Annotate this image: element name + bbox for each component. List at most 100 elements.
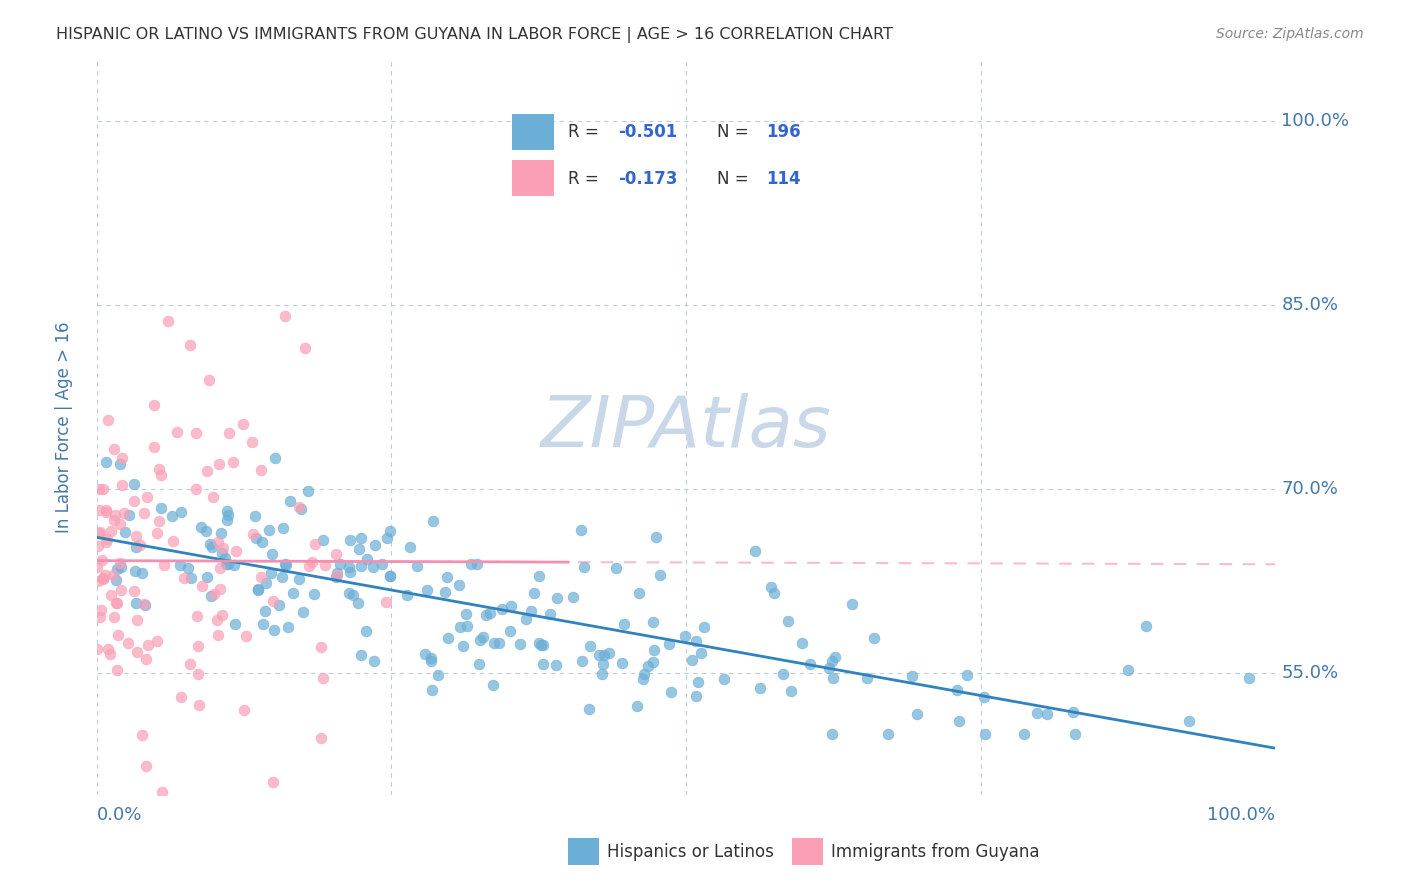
Point — [350, 531, 373, 545]
Point — [821, 655, 844, 669]
Point — [610, 656, 633, 670]
Point — [94, 503, 117, 517]
Point — [329, 557, 352, 571]
Point — [488, 636, 510, 650]
Point — [105, 562, 128, 576]
Point — [349, 648, 371, 662]
Point — [224, 558, 246, 572]
Point — [124, 564, 146, 578]
Point — [173, 571, 195, 585]
Point — [184, 426, 207, 441]
Point — [207, 534, 229, 549]
Point — [104, 508, 127, 522]
Point — [347, 541, 370, 556]
Point — [91, 572, 114, 586]
Point — [252, 616, 274, 631]
Point — [257, 523, 280, 537]
Point — [89, 503, 111, 517]
Point — [179, 338, 201, 352]
Point — [292, 605, 315, 619]
Point — [354, 624, 377, 639]
Point — [222, 455, 245, 469]
Point — [208, 582, 231, 596]
Point — [148, 514, 170, 528]
Point — [100, 524, 122, 538]
Point — [1135, 618, 1157, 632]
Text: Immigrants from Guyana: Immigrants from Guyana — [831, 843, 1039, 861]
Point — [246, 582, 269, 597]
Point — [363, 654, 385, 668]
Point — [491, 601, 513, 615]
Point — [298, 558, 321, 573]
Point — [375, 531, 398, 545]
Point — [135, 652, 157, 666]
Point — [361, 560, 384, 574]
Point — [108, 516, 131, 531]
Point — [527, 636, 550, 650]
Point — [546, 591, 568, 605]
Point — [593, 648, 616, 663]
Point — [195, 570, 218, 584]
Point — [749, 681, 772, 696]
Text: 100.0%: 100.0% — [1281, 112, 1350, 130]
Point — [337, 586, 360, 600]
Point — [350, 559, 373, 574]
Point — [87, 525, 110, 540]
Point — [823, 671, 845, 685]
Point — [247, 582, 270, 596]
Point — [973, 727, 995, 741]
Point — [527, 569, 550, 583]
Point — [207, 628, 229, 642]
Point — [134, 598, 156, 612]
Point — [117, 636, 139, 650]
Point — [436, 570, 458, 584]
Point — [370, 558, 392, 572]
Point — [1064, 727, 1087, 741]
Point — [645, 530, 668, 544]
Point — [104, 595, 127, 609]
Point — [297, 483, 319, 498]
Point — [475, 607, 498, 622]
Point — [217, 508, 239, 522]
Point — [346, 596, 368, 610]
Point — [274, 309, 297, 323]
Point — [396, 588, 419, 602]
Point — [633, 666, 655, 681]
Point — [211, 607, 233, 622]
Point — [478, 606, 501, 620]
Point — [339, 533, 361, 547]
Point — [233, 703, 256, 717]
Point — [862, 632, 884, 646]
Text: HISPANIC OR LATINO VS IMMIGRANTS FROM GUYANA IN LABOR FORCE | AGE > 16 CORRELATI: HISPANIC OR LATINO VS IMMIGRANTS FROM GU… — [56, 27, 893, 43]
Point — [254, 575, 277, 590]
Point — [427, 667, 450, 681]
Point — [148, 462, 170, 476]
Point — [772, 667, 794, 681]
Point — [215, 557, 238, 571]
Point — [574, 559, 596, 574]
Point — [648, 568, 671, 582]
Point — [195, 464, 218, 478]
Point — [98, 647, 121, 661]
Point — [946, 683, 969, 698]
Point — [105, 664, 128, 678]
Point — [87, 574, 110, 588]
Point — [546, 657, 568, 672]
Point — [454, 607, 477, 622]
Point — [209, 525, 232, 540]
Point — [187, 698, 209, 713]
Point — [824, 650, 846, 665]
Point — [97, 413, 120, 427]
Point — [686, 674, 709, 689]
Point — [211, 546, 233, 560]
Point — [277, 620, 299, 634]
Point — [91, 482, 114, 496]
Point — [232, 417, 254, 432]
Point — [406, 558, 429, 573]
Point — [131, 566, 153, 580]
Point — [94, 504, 117, 518]
Point — [150, 468, 173, 483]
Point — [501, 599, 523, 613]
Point — [89, 524, 111, 539]
Point — [177, 561, 200, 575]
